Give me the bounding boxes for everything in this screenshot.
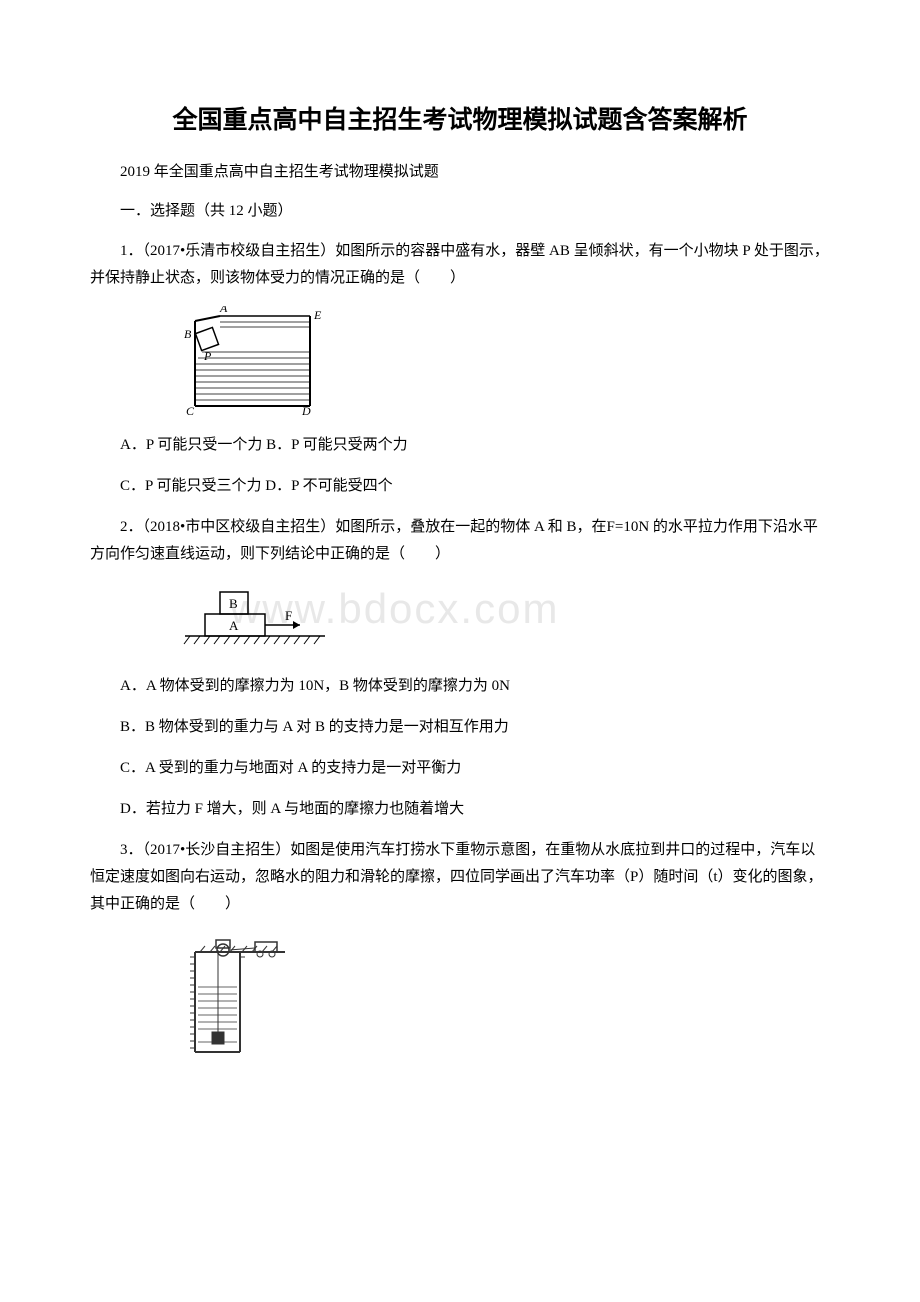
question-1-text: 1．（2017•乐清市校级自主招生）如图所示的容器中盛有水，器壁 AB 呈倾斜状… (90, 238, 830, 292)
label-block-a: A (229, 618, 239, 633)
question-2-option-d: D．若拉力 F 增大，则 A 与地面的摩擦力也随着增大 (90, 796, 830, 823)
label-b: B (184, 327, 192, 341)
label-c: C (186, 404, 195, 416)
label-a: A (219, 306, 228, 315)
question-2-option-b: B．B 物体受到的重力与 A 对 B 的支持力是一对相互作用力 (90, 714, 830, 741)
label-block-b: B (229, 596, 238, 611)
question-1-options-ab: A．P 可能只受一个力 B．P 可能只受两个力 (90, 432, 830, 459)
label-force-f: F (285, 608, 292, 623)
document-content: 全国重点高中自主招生考试物理模拟试题含答案解析 2019 年全国重点高中自主招生… (90, 100, 830, 1062)
question-3-text: 3．（2017•长沙自主招生）如图是使用汽车打捞水下重物示意图，在重物从水底拉到… (90, 837, 830, 918)
question-2-figure: B A F (180, 582, 830, 657)
question-2-option-a: A．A 物体受到的摩擦力为 10N，B 物体受到的摩擦力为 0N (90, 673, 830, 700)
container-diagram: A B P C D E (180, 306, 325, 416)
pulley-well-diagram (180, 932, 310, 1062)
page-title: 全国重点高中自主招生考试物理模拟试题含答案解析 (90, 100, 830, 136)
question-1-options-cd: C．P 可能只受三个力 D．P 不可能受四个 (90, 473, 830, 500)
question-2-text: 2．（2018•市中区校级自主招生）如图所示，叠放在一起的物体 A 和 B，在F… (90, 514, 830, 568)
question-2-option-c: C．A 受到的重力与地面对 A 的支持力是一对平衡力 (90, 755, 830, 782)
label-e: E (313, 308, 322, 322)
blocks-diagram: B A F (180, 582, 335, 657)
label-d: D (301, 404, 311, 416)
subtitle: 2019 年全国重点高中自主招生考试物理模拟试题 (90, 160, 830, 181)
question-3-figure (180, 932, 830, 1062)
label-p: P (203, 349, 212, 363)
section-header: 一．选择题（共 12 小题） (90, 199, 830, 220)
question-1-figure: A B P C D E (180, 306, 830, 416)
